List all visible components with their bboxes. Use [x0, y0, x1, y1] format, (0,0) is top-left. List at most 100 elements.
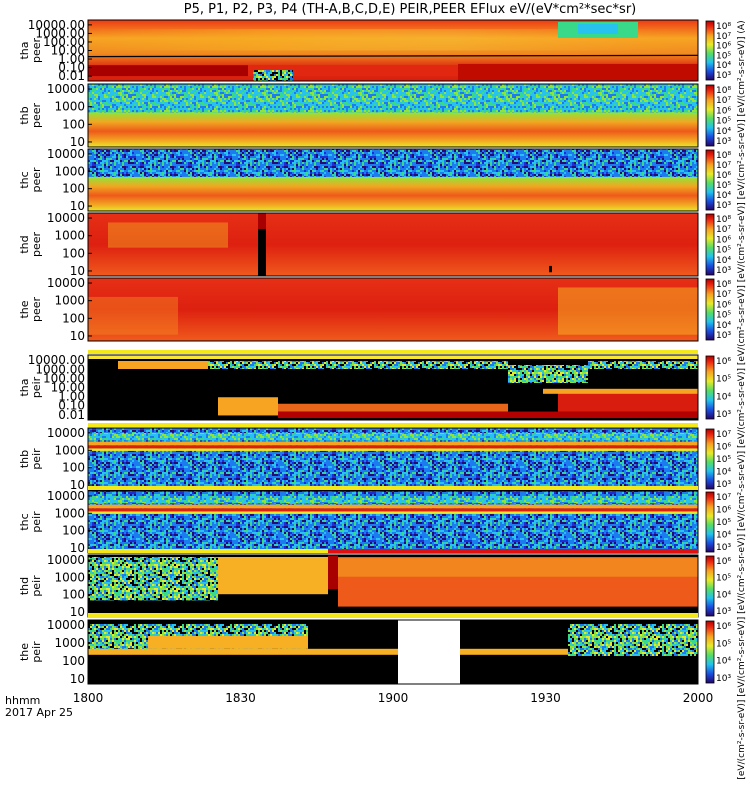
colorbar-tick-label: 10³	[716, 410, 731, 420]
y-tick-label: 10	[70, 329, 85, 343]
panel-probe-label: thb	[18, 106, 31, 124]
colorbar-tick-label: 10⁶	[716, 357, 731, 367]
y-tick-label: 1000	[54, 164, 85, 178]
panel-probe-label: thb	[18, 450, 31, 468]
panel-species-label: peir	[30, 448, 43, 470]
colorbar-tick-label: 10⁸	[716, 215, 731, 225]
y-tick-label: 1.00	[58, 390, 85, 404]
spectrogram-feature	[88, 65, 248, 77]
y-tick-label: 10	[70, 605, 85, 619]
spectrogram-feature	[328, 555, 338, 590]
colorbar	[705, 84, 715, 147]
y-tick-label: 10.00	[51, 44, 85, 58]
colorbar	[705, 491, 715, 553]
spectrogram-feature	[88, 648, 398, 655]
colorbar-tick-label: 10⁶	[716, 443, 731, 453]
colorbar-tick-label: 10⁴	[716, 256, 731, 266]
data-gap	[258, 228, 266, 276]
spectrogram-feature	[218, 397, 278, 416]
colorbar-tick-label: 10⁵	[716, 455, 731, 465]
status-strip	[88, 423, 698, 427]
figure-title: P5, P1, P2, P3, P4 (TH-A,B,C,D,E) PEIR,P…	[183, 2, 637, 17]
x-axis-label: hhmm	[5, 694, 40, 707]
colorbar-tick-label: 10⁷	[716, 161, 731, 171]
panel-species-label: peir	[30, 575, 43, 597]
panel-probe-label: thd	[18, 577, 31, 595]
data-gap	[549, 265, 552, 273]
spectrogram-feature	[248, 65, 458, 77]
spectrogram-feature	[543, 388, 698, 394]
panel-species-label: peer	[30, 232, 43, 258]
spectrogram-feature	[558, 390, 698, 412]
panel-frame	[87, 212, 699, 277]
spectrogram-feature	[578, 24, 618, 34]
colorbar	[705, 355, 715, 420]
panel-probe-label: thc	[18, 171, 31, 188]
spectrogram-feature	[568, 624, 698, 656]
colorbar-tick-label: 10⁷	[716, 430, 731, 440]
spectrogram-feature	[338, 558, 698, 577]
spectrogram-feature	[460, 648, 650, 655]
x-tick-label: 1900	[378, 691, 409, 705]
colorbar-tick-label: 10³	[716, 543, 731, 553]
y-tick-label: 100.00	[43, 371, 85, 385]
y-tick-label: 1000	[54, 100, 85, 114]
colorbar-tick-label: 10³	[716, 331, 731, 341]
colorbar-units-label: [eV/(cm²-s-sr-eV)] [eV/(cm²-s-sr-eV)] [e…	[737, 20, 747, 779]
panel-frame	[87, 83, 699, 148]
spectrogram-feature	[558, 287, 698, 335]
colorbar-tick-label: 10⁷	[716, 290, 731, 300]
y-tick-label: 1000	[54, 506, 85, 520]
spectrogram-feature	[458, 63, 698, 81]
colorbar-tick-label: 10³	[716, 137, 731, 147]
colorbar-tick-label: 10⁶	[716, 506, 731, 516]
spectrogram-feature	[88, 448, 698, 451]
colorbar-tick-label: 10⁸	[716, 22, 731, 32]
y-tick-label: 10000	[47, 147, 85, 161]
colorbar-tick-label: 10⁴	[716, 127, 731, 137]
colorbar-tick-label: 10³	[716, 607, 731, 617]
colorbar-tick-label: 10⁵	[716, 639, 731, 649]
colorbar	[705, 555, 715, 617]
panel-probe-label: thc	[18, 513, 31, 530]
y-tick-label: 10000	[47, 489, 85, 503]
y-tick-label: 1000	[54, 570, 85, 584]
colorbar-tick-label: 10⁶	[716, 300, 731, 310]
y-tick-label: 100.00	[43, 35, 85, 49]
spectrogram-region	[88, 84, 698, 113]
y-tick-label: 10000.00	[28, 353, 85, 367]
colorbar-tick-label: 10⁵	[716, 246, 731, 256]
y-tick-label: 1.00	[58, 52, 85, 66]
spectrogram-feature	[88, 355, 698, 359]
colorbar-tick-label: 10⁶	[716, 235, 731, 245]
y-tick-label: 1000	[54, 443, 85, 457]
y-tick-label: 10	[70, 135, 85, 149]
colorbar-tick-label: 10³	[716, 480, 731, 490]
colorbar	[705, 428, 715, 490]
y-tick-label: 100	[62, 461, 85, 475]
spectrogram-feature	[88, 441, 698, 446]
panel-frame	[87, 277, 699, 342]
spectrogram-feature	[508, 365, 588, 383]
spectrogram-feature	[88, 504, 698, 509]
x-tick-label: 1800	[73, 691, 104, 705]
colorbar-tick-label: 10⁴	[716, 468, 731, 478]
colorbar-tick-label: 10⁵	[716, 518, 731, 528]
colorbar-tick-label: 10³	[716, 201, 731, 211]
spectrogram-feature	[218, 557, 328, 595]
colorbar-tick-label: 10⁴	[716, 61, 731, 71]
boundary-line	[87, 54, 699, 58]
colorbar-tick-label: 10⁵	[716, 51, 731, 61]
panel-probe-label: tha	[18, 41, 31, 59]
colorbar-tick-label: 10⁸	[716, 280, 731, 290]
colorbar-tick-label: 10⁷	[716, 96, 731, 106]
spectrogram-feature	[88, 557, 218, 601]
y-tick-label: 10	[70, 264, 85, 278]
y-tick-label: 10.00	[51, 381, 85, 395]
x-axis-date: 2017 Apr 25	[5, 706, 73, 719]
spectrogram-region	[88, 29, 698, 51]
colorbar-tick-label: 10⁴	[716, 657, 731, 667]
y-tick-label: 100	[62, 588, 85, 602]
y-tick-label: 10000	[47, 553, 85, 567]
